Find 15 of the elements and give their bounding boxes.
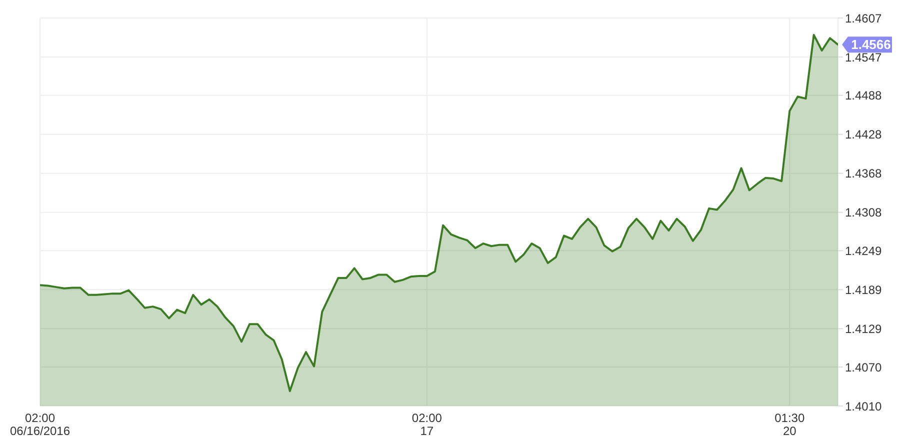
y-tick-label: 1.4488 (845, 88, 882, 103)
x-tick-label: 02:00 17 (412, 411, 442, 438)
x-tick-label: 02:00 06/16/2016 (10, 411, 70, 438)
x-tick-label: 01:30 20 (774, 411, 805, 438)
y-tick-label: 1.4189 (845, 282, 882, 297)
y-tick-label: 1.4368 (845, 166, 882, 181)
y-tick-label: 1.4010 (845, 399, 882, 414)
y-tick-label: 1.4070 (845, 360, 882, 374)
y-tick-label: 1.4428 (845, 128, 882, 142)
y-tick-label: 1.4308 (845, 206, 882, 220)
y-tick-label: 1.4129 (845, 322, 882, 336)
price-tag: 1.4566 (842, 36, 892, 53)
y-tick-label: 1.4249 (845, 244, 882, 258)
y-tick-label: 1.4547 (845, 50, 882, 64)
y-tick-label: 1.4607 (845, 11, 882, 26)
